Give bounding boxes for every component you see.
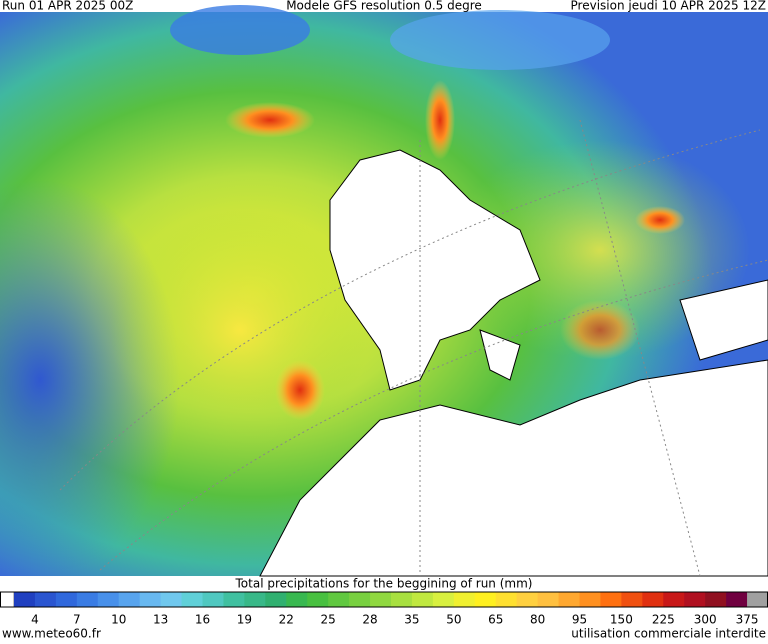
colorbar-swatch bbox=[642, 592, 664, 607]
colorbar-empty bbox=[0, 591, 15, 608]
colorbar-label: 13 bbox=[153, 613, 168, 627]
colorbar-label: 50 bbox=[446, 613, 461, 627]
colorbar-swatch bbox=[307, 592, 329, 607]
colorbar-swatch bbox=[118, 592, 141, 607]
forecast-label: Prevision jeudi 10 APR 2025 12Z bbox=[571, 0, 766, 13]
colorbar-swatch bbox=[55, 592, 78, 607]
colorbar-label: 4 bbox=[31, 613, 39, 627]
colorbar-label: 16 bbox=[195, 613, 210, 627]
colorbar-label: 300 bbox=[694, 613, 717, 627]
colorbar-label: 375 bbox=[736, 613, 759, 627]
colorbar-label: 225 bbox=[652, 613, 675, 627]
colorbar-swatch bbox=[181, 592, 203, 607]
colorbar-swatch bbox=[579, 592, 601, 607]
colorbar-label: 22 bbox=[279, 613, 294, 627]
colorbar-label: 80 bbox=[530, 613, 545, 627]
colorbar: 4 7 10 13 16 19 22 25 28 35 50 65 80 95 150 225 300 375 bbox=[0, 591, 768, 627]
colorbar-label: 10 bbox=[111, 613, 126, 627]
colorbar-swatch bbox=[97, 592, 120, 607]
colorbar-label: 7 bbox=[73, 613, 81, 627]
colorbar-swatch bbox=[139, 592, 162, 607]
colorbar-label: 150 bbox=[610, 613, 633, 627]
colorbar-swatch bbox=[391, 592, 413, 607]
colorbar-swatch bbox=[244, 592, 266, 607]
colorbar-label: 35 bbox=[404, 613, 419, 627]
colorbar-swatch bbox=[411, 592, 434, 607]
colorbar-swatch bbox=[432, 592, 455, 607]
colorbar-swatch bbox=[286, 592, 308, 607]
colorbar-swatch bbox=[726, 592, 748, 607]
colorbar-swatch bbox=[349, 592, 371, 607]
notice-label: utilisation commerciale interdite bbox=[571, 627, 766, 641]
colorbar-swatch bbox=[474, 592, 497, 607]
colorbar-swatch bbox=[705, 592, 727, 607]
legend-title: Total precipitations for the beggining o… bbox=[235, 577, 533, 591]
colorbar-swatch bbox=[684, 592, 706, 607]
colorbar-label: 95 bbox=[572, 613, 587, 627]
colorbar-swatch bbox=[558, 592, 580, 607]
colorbar-swatch bbox=[223, 592, 245, 607]
colorbar-label: 65 bbox=[488, 613, 503, 627]
colorbar-swatch bbox=[34, 592, 57, 607]
colorbar-swatch bbox=[663, 592, 685, 607]
colorbar-swatch bbox=[495, 592, 518, 607]
model-label: Modele GFS resolution 0.5 degre bbox=[286, 0, 482, 13]
colorbar-swatch bbox=[453, 592, 476, 607]
colorbar-swatch bbox=[537, 592, 560, 607]
colorbar-swatch bbox=[265, 592, 287, 607]
colorbar-label: 28 bbox=[362, 613, 377, 627]
run-label: Run 01 APR 2025 00Z bbox=[2, 0, 133, 13]
colorbar-swatch bbox=[747, 592, 768, 607]
colorbar-swatch bbox=[160, 592, 183, 607]
colorbar-swatch bbox=[600, 592, 622, 607]
colorbar-swatch bbox=[328, 592, 350, 607]
colorbar-swatch bbox=[516, 592, 539, 607]
map bbox=[0, 5, 768, 580]
colorbar-swatch bbox=[202, 592, 224, 607]
colorbar-label: 25 bbox=[321, 613, 336, 627]
site-label: www.meteo60.fr bbox=[2, 627, 101, 641]
colorbar-swatch bbox=[14, 592, 36, 607]
colorbar-swatch bbox=[621, 592, 643, 607]
colorbar-swatch bbox=[370, 592, 392, 607]
colorbar-label: 19 bbox=[237, 613, 252, 627]
colorbar-swatch bbox=[76, 592, 99, 607]
